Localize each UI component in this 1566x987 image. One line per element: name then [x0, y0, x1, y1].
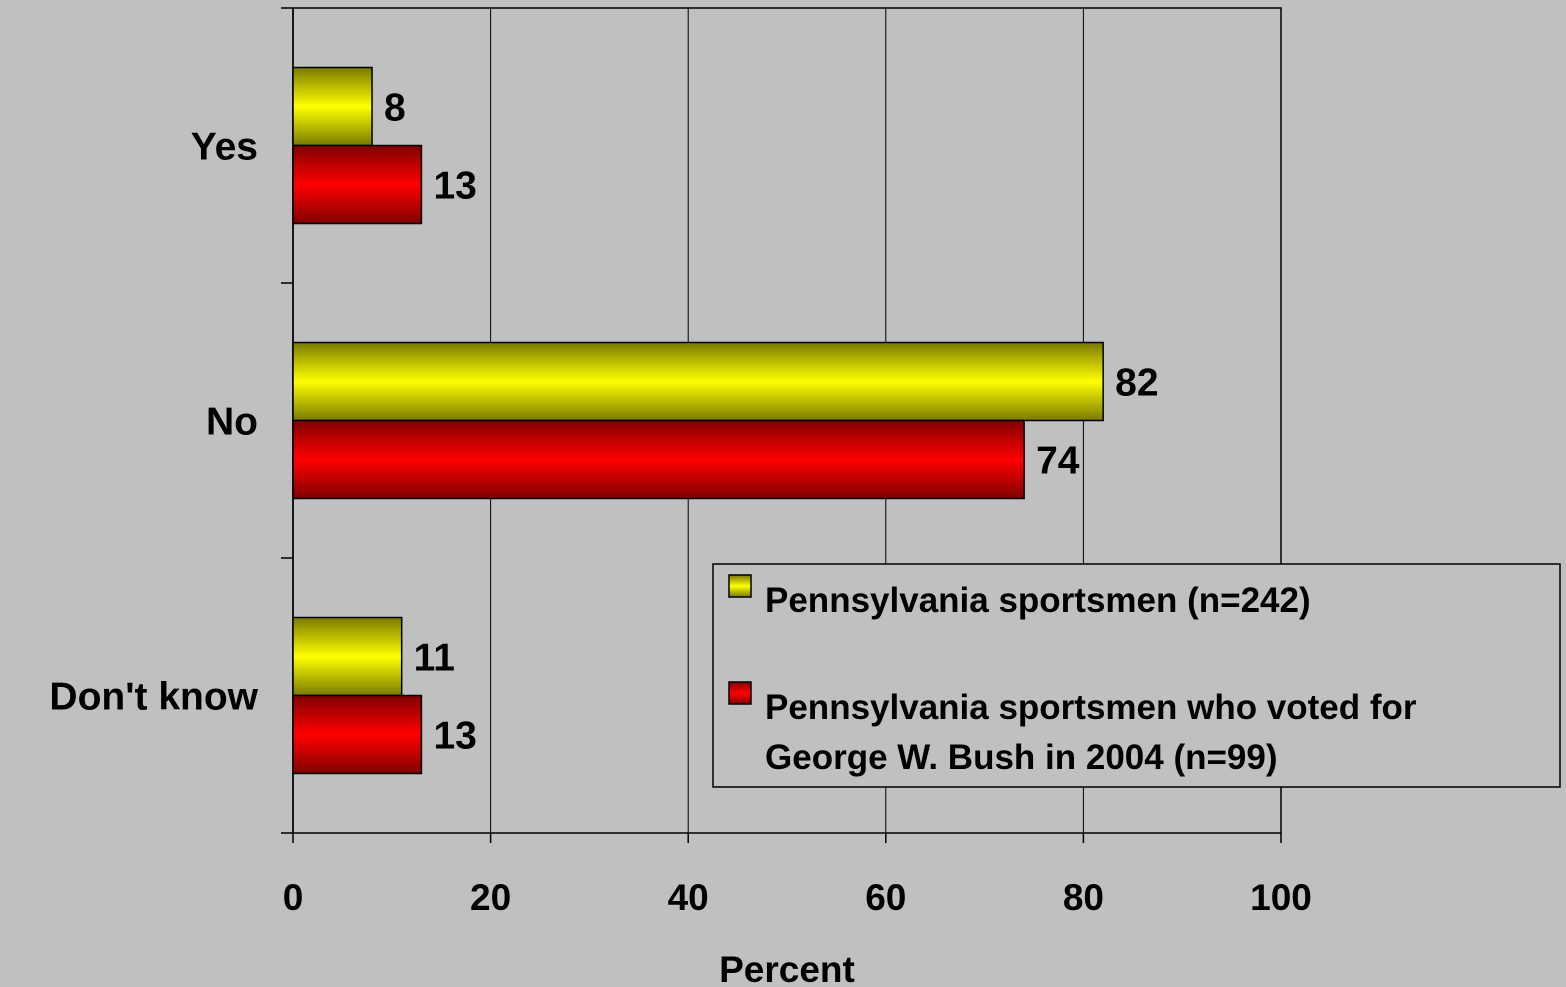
bar	[292, 144, 423, 225]
category-labels: Yes No Don't know	[49, 126, 258, 719]
legend-label: Pennsylvania sportsmen (n=242)	[765, 581, 1311, 620]
x-tick-label: 80	[1063, 877, 1104, 918]
data-label: 74	[1036, 440, 1080, 483]
data-label: 8	[384, 87, 406, 130]
x-tick-labels: 0 20 40 60 80 100	[283, 877, 1312, 918]
bars	[292, 66, 1104, 775]
x-tick-label: 0	[283, 877, 304, 918]
legend: Pennsylvania sportsmen (n=242) Pennsylvan…	[712, 563, 1561, 788]
data-label: 11	[414, 637, 455, 680]
category-label: Yes	[191, 126, 258, 169]
x-axis-title: Percent	[719, 949, 855, 987]
value-labels: 8 13 82 74 11 13	[384, 87, 1159, 758]
bar	[292, 694, 423, 775]
legend-swatch	[728, 574, 752, 598]
category-label: No	[206, 401, 258, 444]
legend-label: Pennsylvania sportsmen who voted for	[765, 688, 1417, 727]
x-tick-label: 100	[1250, 877, 1312, 918]
legend-label: George W. Bush in 2004 (n=99)	[765, 738, 1278, 777]
data-label: 13	[433, 715, 476, 758]
x-tick-label: 60	[865, 877, 906, 918]
bar	[292, 419, 1025, 500]
bar	[292, 341, 1104, 422]
bar	[292, 616, 403, 697]
data-label: 82	[1115, 362, 1158, 405]
x-tick-label: 20	[470, 877, 511, 918]
data-label: 13	[433, 165, 476, 208]
x-tick-label: 40	[668, 877, 709, 918]
category-label: Don't know	[49, 676, 258, 719]
legend-swatch	[728, 681, 752, 705]
legend-box	[712, 563, 1561, 788]
bar	[292, 66, 373, 147]
